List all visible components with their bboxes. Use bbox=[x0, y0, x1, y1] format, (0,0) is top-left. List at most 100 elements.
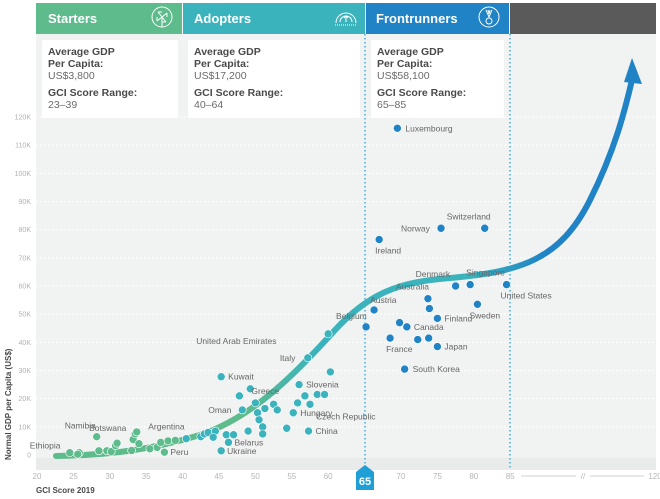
data-point bbox=[260, 404, 270, 413]
data-point bbox=[305, 399, 315, 409]
country-label: South Korea bbox=[413, 364, 461, 374]
data-point bbox=[145, 444, 155, 454]
data-point bbox=[473, 300, 482, 309]
country-label: Denmark bbox=[416, 269, 451, 279]
x-axis-label: GCI Score 2019 bbox=[36, 486, 95, 495]
data-point bbox=[160, 447, 169, 457]
y-tick-label: 120K bbox=[15, 115, 32, 122]
data-point bbox=[208, 432, 218, 442]
data-point bbox=[288, 408, 298, 418]
data-point bbox=[423, 294, 433, 303]
band-frontrunners-title: Frontrunners bbox=[376, 11, 458, 26]
data-point bbox=[181, 434, 191, 443]
country-label: Japan bbox=[444, 342, 467, 352]
data-point bbox=[402, 322, 412, 332]
data-point bbox=[254, 415, 264, 425]
country-label: Greece bbox=[251, 386, 279, 396]
data-point bbox=[282, 423, 292, 433]
data-point bbox=[246, 384, 255, 394]
country-label: Ukraine bbox=[227, 446, 257, 456]
data-point bbox=[480, 223, 490, 233]
data-point bbox=[436, 223, 446, 233]
threshold-marker-65: 65 bbox=[356, 465, 374, 490]
x-tick-label: 30 bbox=[105, 472, 114, 481]
data-point bbox=[235, 391, 244, 401]
data-point bbox=[92, 432, 101, 441]
country-label: Singapore bbox=[466, 268, 505, 278]
x-tick-label: 60 bbox=[324, 472, 333, 481]
starters-range-label: GCI Score Range: bbox=[48, 87, 137, 99]
gauge-icon bbox=[335, 12, 357, 26]
data-point bbox=[465, 280, 475, 289]
info-box-starters: Average GDP Per Capita: US$3,800 GCI Sco… bbox=[42, 40, 178, 118]
data-point bbox=[112, 438, 122, 448]
country-label: United States bbox=[501, 291, 552, 301]
data-point bbox=[300, 391, 310, 401]
data-point bbox=[303, 353, 313, 363]
starters-gdp-value: US$3,800 bbox=[48, 70, 95, 82]
country-label: France bbox=[386, 344, 413, 354]
country-label: Australia bbox=[396, 282, 429, 292]
band-adopters-title: Adopters bbox=[194, 11, 251, 26]
data-point bbox=[106, 447, 116, 456]
country-label: Argentina bbox=[148, 422, 185, 432]
country-label: Czech Republic bbox=[316, 411, 376, 421]
x-tick-label: 40 bbox=[178, 472, 187, 481]
data-point bbox=[294, 380, 304, 389]
data-point bbox=[229, 430, 238, 440]
threshold-marker-label: 65 bbox=[359, 476, 371, 488]
country-label: Belgium bbox=[336, 311, 367, 321]
data-point bbox=[216, 372, 226, 381]
country-label: Sweden bbox=[469, 310, 500, 320]
data-point bbox=[433, 342, 442, 351]
data-point bbox=[433, 314, 442, 323]
data-point bbox=[293, 398, 302, 408]
data-point bbox=[216, 446, 226, 456]
frontrunners-gdp-label2: Per Capita: bbox=[377, 58, 432, 70]
data-point bbox=[272, 405, 282, 415]
data-point bbox=[425, 304, 434, 313]
data-point bbox=[413, 335, 423, 344]
info-box-adopters: Average GDP Per Capita: US$17,200 GCI Sc… bbox=[188, 40, 360, 118]
data-point bbox=[369, 305, 379, 315]
data-point bbox=[424, 333, 433, 343]
country-label: Oman bbox=[208, 405, 231, 415]
y-tick-label: 10K bbox=[19, 424, 32, 431]
y-axis-label: Normal GDP per Capita (US$) bbox=[4, 348, 13, 460]
y-tick-label: 80K bbox=[19, 227, 32, 234]
band-starters-title: Starters bbox=[48, 11, 97, 26]
adopters-gdp-label2: Per Capita: bbox=[194, 58, 249, 70]
data-point bbox=[312, 390, 322, 399]
country-label: United Arab Emirates bbox=[196, 336, 276, 346]
band-header-frontrunners: Frontrunners bbox=[366, 3, 509, 34]
info-box-frontrunners: Average GDP Per Capita: US$58,100 GCI Sc… bbox=[371, 40, 504, 118]
starters-gdp-label2: Per Capita: bbox=[48, 58, 103, 70]
data-point bbox=[127, 446, 136, 455]
frontrunners-gdp-label: Average GDP bbox=[377, 46, 444, 58]
adopters-gdp-value: US$17,200 bbox=[194, 70, 247, 82]
data-point bbox=[361, 322, 371, 332]
country-label: Luxembourg bbox=[405, 123, 453, 133]
data-point bbox=[323, 329, 333, 339]
starters-gdp-label: Average GDP bbox=[48, 46, 115, 58]
country-label: Kuwait bbox=[228, 372, 254, 382]
data-point bbox=[94, 446, 104, 456]
country-label: Switzerland bbox=[447, 211, 491, 221]
country-label: Norway bbox=[401, 223, 431, 233]
adopters-range-label: GCI Score Range: bbox=[194, 87, 283, 99]
country-label: Peru bbox=[170, 447, 188, 457]
adopters-gdp-label: Average GDP bbox=[194, 46, 261, 58]
starters-range-value: 23–39 bbox=[48, 99, 77, 111]
data-point bbox=[395, 318, 404, 327]
band-adopters-bg bbox=[183, 3, 365, 34]
data-points bbox=[65, 123, 511, 459]
data-point bbox=[320, 390, 329, 399]
data-point bbox=[237, 405, 247, 415]
band-header-starters: Starters bbox=[36, 3, 182, 34]
x-axis-ticks: 20 25 30 35 40 45 50 55 60 70 75 80 85 120 bbox=[33, 472, 660, 481]
country-label: Namibia bbox=[65, 421, 96, 431]
country-label: China bbox=[316, 426, 338, 436]
frontrunners-range-label: GCI Score Range: bbox=[377, 87, 466, 99]
x-tick-label: 80 bbox=[469, 472, 478, 481]
